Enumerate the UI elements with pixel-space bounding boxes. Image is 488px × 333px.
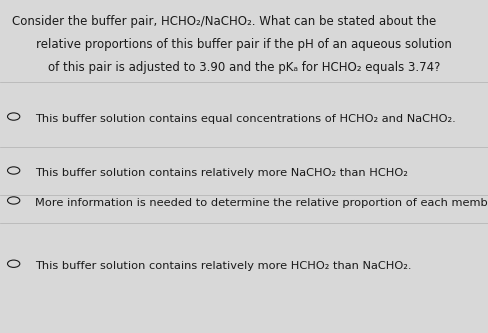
Text: This buffer solution contains relatively more NaCHO₂ than HCHO₂: This buffer solution contains relatively…: [35, 168, 408, 178]
Text: This buffer solution contains relatively more HCHO₂ than NaCHO₂.: This buffer solution contains relatively…: [35, 261, 412, 271]
Text: Consider the buffer pair, HCHO₂/NaCHO₂. What can be stated about the: Consider the buffer pair, HCHO₂/NaCHO₂. …: [12, 15, 436, 28]
Text: This buffer solution contains equal concentrations of HCHO₂ and NaCHO₂.: This buffer solution contains equal conc…: [35, 114, 456, 124]
Text: of this pair is adjusted to 3.90 and the pKₐ for HCHO₂ equals 3.74?: of this pair is adjusted to 3.90 and the…: [48, 61, 440, 74]
Text: More information is needed to determine the relative proportion of each member.: More information is needed to determine …: [35, 198, 488, 208]
Text: relative proportions of this buffer pair if the pH of an aqueous solution: relative proportions of this buffer pair…: [36, 38, 452, 51]
